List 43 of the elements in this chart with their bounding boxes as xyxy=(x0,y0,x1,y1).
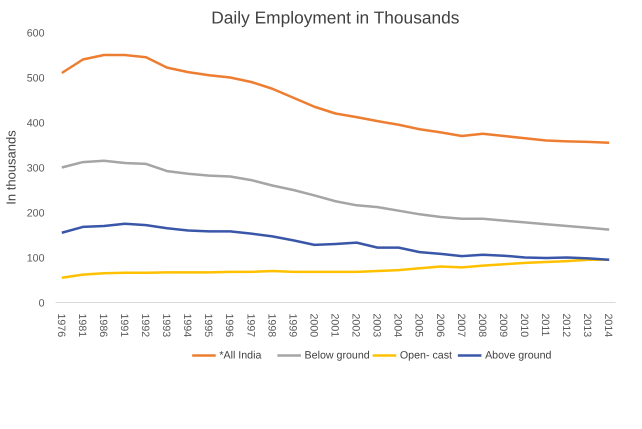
legend-label: *All India xyxy=(219,350,262,362)
legend-label: Above ground xyxy=(485,350,552,362)
x-tick-label: 2006 xyxy=(434,314,446,338)
x-tick-label: 1986 xyxy=(96,314,109,338)
x-tick-label: 2004 xyxy=(392,314,404,338)
y-axis-title: In thousands xyxy=(4,130,19,205)
x-tick-label: 2000 xyxy=(307,314,320,338)
x-tick-label: 1981 xyxy=(76,314,88,338)
legend-label: Below ground xyxy=(304,350,370,362)
x-tick-label: 2003 xyxy=(370,314,383,338)
x-tick-label: 2011 xyxy=(539,314,552,336)
y-tick-label: 100 xyxy=(26,252,45,264)
y-tick-label: 300 xyxy=(26,162,45,174)
y-tick-label: 500 xyxy=(26,72,45,84)
x-tick-label: 2002 xyxy=(350,314,362,338)
x-tick-label: 1991 xyxy=(118,314,130,338)
legend-label: Open- cast xyxy=(400,350,452,362)
line-series xyxy=(60,222,610,261)
y-tick-label: 200 xyxy=(26,208,45,220)
x-tick-label: 2001 xyxy=(328,314,340,338)
x-tick-label: 1992 xyxy=(139,314,152,338)
y-tick-label: 0 xyxy=(38,298,45,310)
line-series xyxy=(60,54,610,144)
y-tick-label: 600 xyxy=(26,28,45,40)
line-series xyxy=(60,160,610,231)
x-tick-label: 1998 xyxy=(265,314,278,338)
x-tick-label: 2009 xyxy=(496,314,509,338)
y-tick-label: 400 xyxy=(26,118,45,130)
x-tick-label: 1995 xyxy=(202,314,214,338)
x-tick-label: 2007 xyxy=(454,314,467,338)
x-tick-label: 2014 xyxy=(602,314,614,338)
x-tick-label: 1997 xyxy=(244,314,256,338)
x-tick-label: 2013 xyxy=(581,314,594,338)
x-tick-label: 1996 xyxy=(223,314,236,338)
x-tick-label: 1993 xyxy=(160,314,172,338)
x-tick-label: 2012 xyxy=(560,314,572,338)
x-tick-label: 2010 xyxy=(518,314,530,338)
x-tick-label: 1999 xyxy=(286,314,298,338)
x-tick-label: 1976 xyxy=(54,314,67,338)
chart-title: Daily Employment in Thousands xyxy=(211,8,460,28)
x-tick-label: 2008 xyxy=(476,314,488,338)
x-tick-label: 2005 xyxy=(412,314,425,338)
x-tick-label: 1994 xyxy=(181,314,194,338)
